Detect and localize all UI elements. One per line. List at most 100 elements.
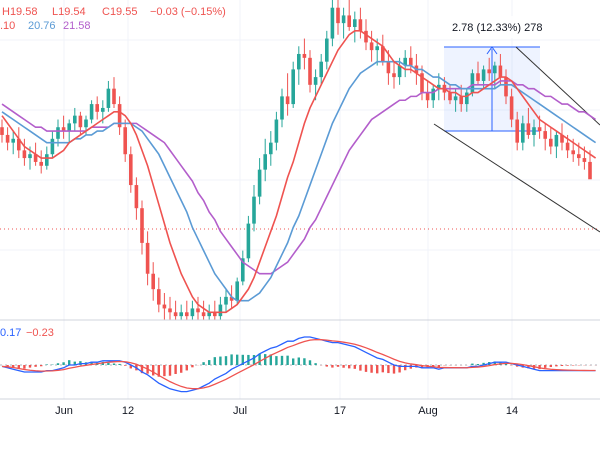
candle-body bbox=[336, 7, 340, 24]
candle-body bbox=[325, 38, 329, 62]
time-axis: Jun 12 Jul 17 Aug 14 bbox=[55, 405, 518, 417]
candle bbox=[560, 123, 564, 151]
candle bbox=[252, 185, 256, 232]
candle bbox=[302, 38, 307, 70]
candle-body bbox=[330, 7, 335, 39]
candle bbox=[179, 304, 183, 320]
candle bbox=[50, 131, 55, 159]
candle-body bbox=[565, 142, 570, 151]
candle bbox=[319, 53, 323, 85]
candle bbox=[369, 30, 374, 62]
measure-label-bg bbox=[446, 16, 538, 38]
indicator-value-1: 0.17 bbox=[0, 327, 21, 339]
measure-tool[interactable]: 2.78 (12.33%) 278 bbox=[444, 16, 543, 132]
candle bbox=[0, 119, 4, 143]
ma-legend: .10 20.76 21.58 bbox=[0, 20, 91, 32]
candle-body bbox=[274, 119, 279, 143]
candle-body bbox=[173, 312, 178, 317]
candle-body bbox=[50, 138, 55, 155]
candle bbox=[336, 0, 340, 35]
candle-body bbox=[5, 134, 10, 143]
candle-body bbox=[302, 53, 307, 58]
oscillator-pane bbox=[0, 336, 600, 393]
ohlc-legend: H19.58 L19.54 C19.55 −0.03 (−0.15%) bbox=[2, 6, 226, 18]
candle-body bbox=[157, 289, 161, 305]
candle bbox=[532, 119, 536, 147]
candle bbox=[353, 11, 357, 43]
candle-body bbox=[196, 308, 200, 313]
candle bbox=[269, 131, 273, 166]
candle-body bbox=[465, 92, 469, 105]
candle bbox=[196, 296, 200, 320]
candle bbox=[325, 30, 329, 70]
indicator-value-2: −0.23 bbox=[26, 327, 54, 339]
candle-body bbox=[554, 134, 559, 147]
candle bbox=[257, 158, 262, 205]
candle-body bbox=[134, 185, 139, 209]
candle bbox=[392, 61, 396, 89]
candle bbox=[487, 57, 491, 81]
ma-legend-fast: .10 bbox=[0, 20, 15, 32]
candle-body bbox=[392, 73, 396, 78]
candle-body bbox=[89, 104, 94, 120]
candle bbox=[95, 96, 99, 120]
candle-body bbox=[190, 308, 195, 317]
legend-change: −0.03 (−0.15%) bbox=[150, 6, 226, 18]
candle-body bbox=[381, 46, 385, 62]
candle-body bbox=[201, 312, 206, 317]
candle-body bbox=[129, 154, 133, 186]
candle bbox=[168, 296, 172, 320]
candle-body bbox=[582, 158, 587, 162]
candle bbox=[431, 84, 435, 108]
candle-body bbox=[588, 161, 592, 180]
ma-legend-mid: 20.76 bbox=[28, 20, 56, 32]
candle bbox=[140, 200, 144, 255]
moving-averages bbox=[1, 30, 597, 314]
indicator-legend: 0.17 −0.23 bbox=[0, 327, 54, 339]
candle-body bbox=[537, 127, 542, 132]
candle bbox=[498, 53, 503, 85]
x-tick-label: 14 bbox=[506, 405, 518, 417]
candle-body bbox=[235, 281, 239, 301]
candle bbox=[554, 131, 559, 159]
candle-body bbox=[22, 150, 27, 159]
candle-body bbox=[224, 296, 228, 305]
candle-body bbox=[532, 127, 536, 135]
candle-body bbox=[56, 127, 60, 139]
candle-body bbox=[246, 223, 251, 259]
candle bbox=[274, 111, 279, 151]
candle-body bbox=[0, 127, 4, 135]
candle bbox=[201, 300, 206, 320]
candle bbox=[134, 177, 139, 220]
candle-body bbox=[577, 154, 581, 159]
candle-body bbox=[207, 312, 211, 317]
candle-body bbox=[257, 169, 262, 197]
candle-body bbox=[521, 123, 525, 143]
candle-body bbox=[84, 119, 88, 128]
candle-body bbox=[17, 138, 21, 151]
candle bbox=[11, 131, 15, 155]
candle bbox=[241, 250, 245, 286]
candle-body bbox=[185, 312, 189, 317]
candle-body bbox=[117, 104, 122, 128]
candle bbox=[515, 111, 519, 151]
candle bbox=[280, 88, 284, 128]
candle bbox=[246, 215, 251, 263]
candle bbox=[213, 300, 217, 320]
candle-body bbox=[123, 127, 127, 155]
candle bbox=[308, 50, 312, 93]
trend-line-lower bbox=[433, 123, 600, 233]
x-tick-label: Jul bbox=[233, 405, 247, 417]
candle bbox=[297, 46, 301, 85]
candle-body bbox=[526, 123, 531, 135]
candle bbox=[162, 293, 167, 320]
candle-body bbox=[448, 92, 452, 101]
candle bbox=[5, 127, 10, 151]
candle-body bbox=[229, 296, 234, 301]
x-tick-label: Jun bbox=[55, 405, 73, 417]
candle-body bbox=[285, 96, 290, 105]
candle-body bbox=[252, 196, 256, 224]
candle-body bbox=[397, 65, 402, 78]
candle-body bbox=[481, 69, 486, 81]
